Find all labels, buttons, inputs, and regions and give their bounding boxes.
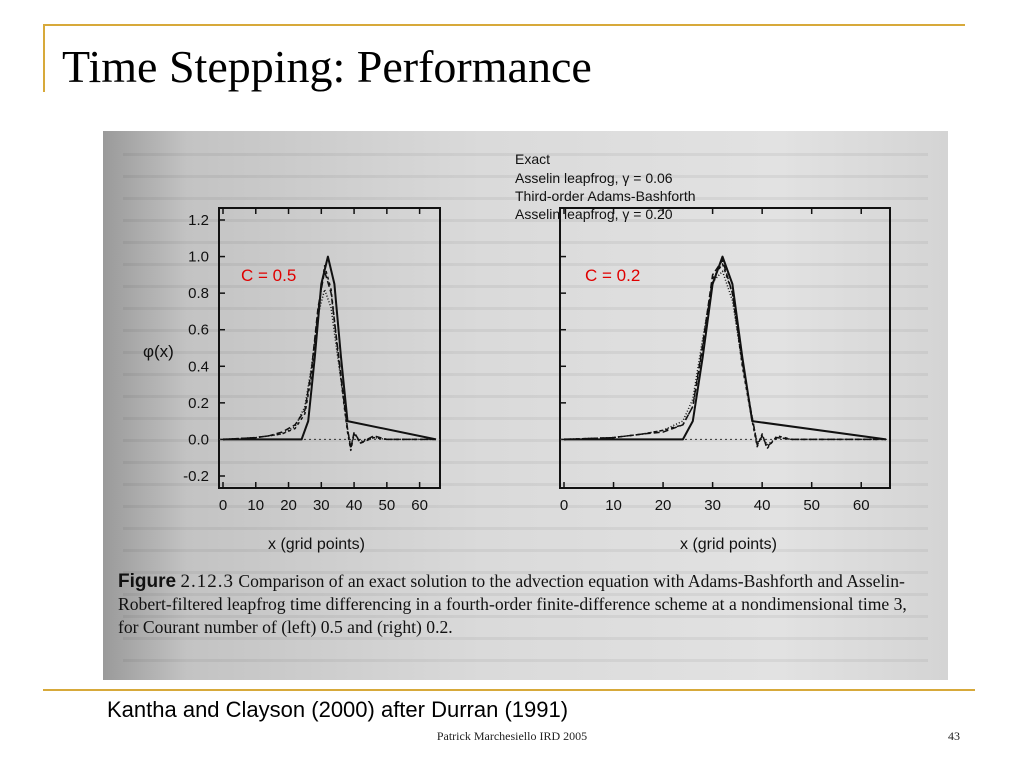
left-series-line-2	[222, 270, 436, 450]
right-plot-frame	[559, 207, 891, 489]
slide-top-rule	[43, 24, 965, 26]
caption-number: 2.12.3	[180, 571, 234, 592]
scanned-figure: Exact Asselin leapfrog, γ = 0.06 Third-o…	[103, 131, 948, 680]
left-x-tick-label: 0	[219, 497, 227, 514]
bg-text-line	[123, 241, 928, 244]
bg-text-line	[123, 549, 928, 552]
bg-text-line	[123, 219, 928, 222]
left-series-line-1	[222, 264, 436, 452]
right-x-tick-label: 10	[605, 497, 622, 514]
right-x-tick-label: 20	[655, 497, 672, 514]
left-y-tick-label: 0.8	[188, 285, 209, 302]
figure-credit: Kantha and Clayson (2000) after Durran (…	[107, 697, 569, 722]
caption-label: Figure	[118, 571, 177, 592]
bg-text-line	[123, 527, 928, 530]
right-series-line-2	[563, 259, 886, 448]
bg-text-line	[123, 461, 928, 464]
right-panel: 0 10 20 30 40 50 60 C = 0.2 x (grid points)	[559, 207, 891, 553]
bg-text-line	[123, 593, 928, 596]
legend-entry-exact: Exact	[515, 151, 550, 167]
left-x-tick-label: 60	[411, 497, 428, 514]
right-series-line-1	[563, 263, 886, 450]
legend-entry-adams-bashforth: Third-order Adams-Bashforth	[515, 188, 696, 204]
left-y-tick-label: 0.6	[188, 322, 209, 339]
bg-text-line	[123, 505, 928, 508]
left-y-tick-label: 1.0	[188, 249, 209, 266]
legend-entry-asselin-006: Asselin leapfrog, γ = 0.06	[515, 170, 673, 186]
bg-text-line	[123, 153, 928, 156]
left-plot-frame	[218, 207, 441, 489]
bg-text-line	[123, 439, 928, 442]
right-x-tick-label: 50	[803, 497, 820, 514]
left-y-ticks: -0.2 0.0 0.2 0.4 0.6 0.8 1.0 1.2	[183, 212, 225, 485]
bg-text-line	[123, 483, 928, 486]
caption-body: Comparison of an exact solution to the a…	[118, 571, 907, 637]
bg-text-line	[123, 285, 928, 288]
page-number: 43	[948, 729, 960, 743]
left-y-axis-label: φ(x)	[143, 342, 174, 361]
bg-text-line	[123, 329, 928, 332]
figure-chart-svg: Exact Asselin leapfrog, γ = 0.06 Third-o…	[123, 151, 928, 662]
right-x-tick-label: 60	[853, 497, 870, 514]
left-x-axis-label: x (grid points)	[268, 536, 365, 553]
bg-text-line	[123, 197, 928, 200]
bg-text-line	[123, 571, 928, 574]
right-x-tick-label: 40	[754, 497, 771, 514]
left-series	[219, 255, 440, 452]
left-annotation: C = 0.5	[241, 266, 296, 285]
bg-text-line	[123, 615, 928, 618]
right-series-line-3	[563, 270, 886, 446]
right-series	[560, 255, 890, 450]
left-panel: -0.20.00.20.40.60.81.01.2 0 10 20 30 40 50 60 …	[143, 207, 441, 553]
right-x-ticks: 0 10 20 30 40 50 60	[560, 208, 870, 514]
left-x-ticks: 0 10 20 30 40 50 60	[219, 208, 428, 514]
left-y-tick-label: -0.2	[183, 468, 209, 485]
left-series-line-3	[222, 288, 436, 448]
chart-legend: Exact Asselin leapfrog, γ = 0.06 Third-o…	[515, 151, 696, 222]
right-x-tick-label: 0	[560, 497, 568, 514]
bg-text-line	[123, 395, 928, 398]
slide-footer: Patrick Marchesiello IRD 2005	[436, 729, 588, 743]
right-x-tick-label: 30	[704, 497, 721, 514]
bg-text-line	[123, 307, 928, 310]
bg-text-line	[123, 659, 928, 662]
bg-text-line	[123, 373, 928, 376]
left-y-tick-label: 0.4	[188, 358, 209, 375]
left-x-tick-label: 50	[379, 497, 396, 514]
bg-text-line	[123, 263, 928, 266]
left-x-tick-label: 20	[280, 497, 297, 514]
slide-bottom-rule	[43, 689, 975, 691]
bg-text-line	[123, 351, 928, 354]
slide-left-rule	[43, 24, 45, 92]
background-text-lines	[123, 153, 928, 662]
bg-text-line	[123, 175, 928, 178]
left-y-tick-label: 0.0	[188, 431, 209, 448]
left-x-tick-label: 30	[313, 497, 330, 514]
bg-text-line	[123, 637, 928, 640]
bg-text-line	[123, 417, 928, 420]
legend-entry-asselin-020: Asselin leapfrog, γ = 0.20	[515, 206, 673, 222]
figure-caption: Figure 2.12.3 Comparison of an exact sol…	[118, 570, 918, 639]
left-x-tick-label: 10	[247, 497, 264, 514]
left-y-tick-label: 0.2	[188, 395, 209, 412]
right-x-axis-label: x (grid points)	[680, 536, 777, 553]
right-annotation: C = 0.2	[585, 266, 640, 285]
left-x-tick-label: 40	[346, 497, 363, 514]
left-y-tick-label: 1.2	[188, 212, 209, 229]
slide-title: Time Stepping: Performance	[62, 41, 592, 92]
